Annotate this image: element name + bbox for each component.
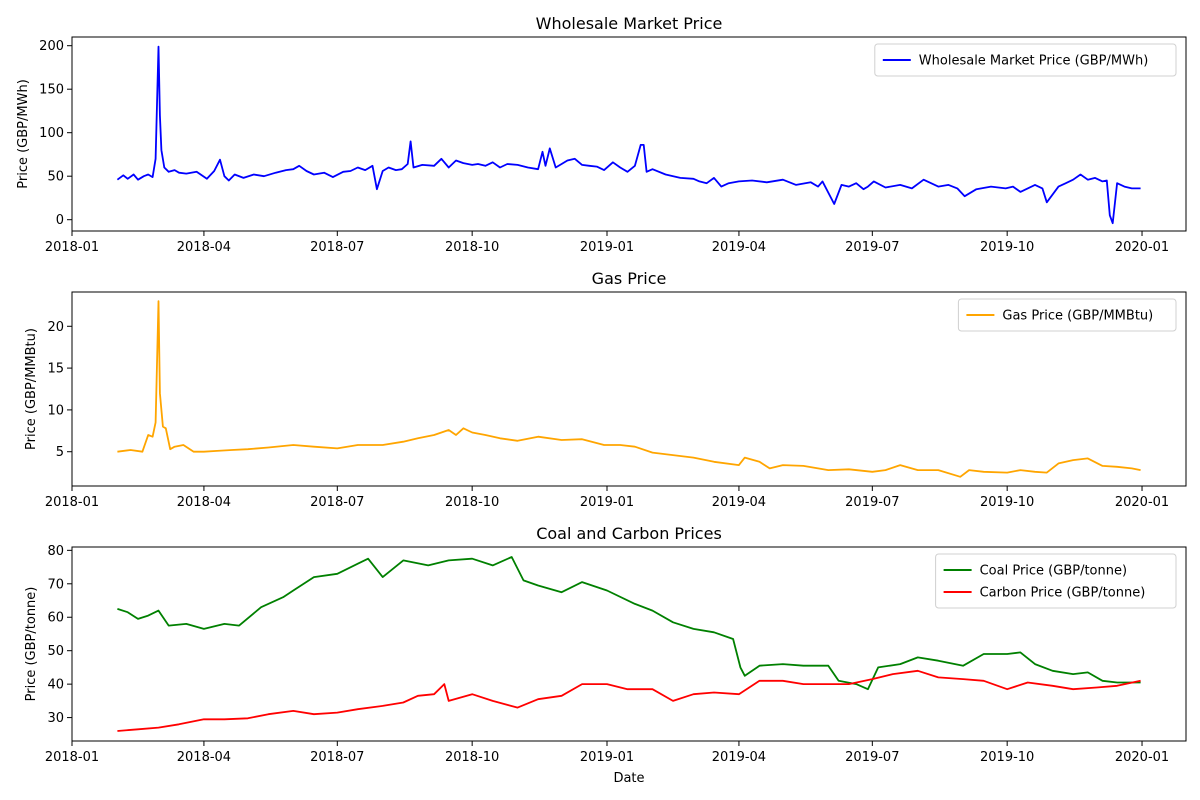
x-tick-label: 2018-10 xyxy=(445,750,499,765)
x-tick-label: 2018-01 xyxy=(45,240,99,255)
x-tick-label: 2019-10 xyxy=(980,495,1034,510)
y-axis-label: Price (GBP/MMBtu) xyxy=(24,328,39,450)
x-tick-label: 2018-07 xyxy=(310,495,364,510)
y-tick-label: 70 xyxy=(47,577,64,592)
x-tick-label: 2019-10 xyxy=(980,750,1034,765)
y-tick-label: 5 xyxy=(56,445,64,460)
x-tick-label: 2019-07 xyxy=(845,495,899,510)
plot-frame xyxy=(71,291,1187,487)
legend-entry: Gas Price (GBP/MMBtu) xyxy=(1002,309,1153,324)
y-tick-label: 150 xyxy=(39,83,64,98)
x-tick-label: 2018-10 xyxy=(445,240,499,255)
x-tick-label: 2020-01 xyxy=(1115,240,1169,255)
chart-panel-1: Wholesale Market Price 2018-01 2018-04 2018… xyxy=(16,14,1187,255)
x-tick-label: 2019-04 xyxy=(712,750,766,765)
x-tick-label: 2018-04 xyxy=(177,495,231,510)
x-tick-label: 2018-04 xyxy=(177,750,231,765)
y-axis-label: Price (GBP/tonne) xyxy=(24,587,39,702)
y-tick-label: 80 xyxy=(47,544,64,559)
x-tick-label: 2019-10 xyxy=(980,240,1034,255)
y-tick-label: 50 xyxy=(47,170,64,185)
y-tick-label: 0 xyxy=(56,213,64,228)
legend: Gas Price (GBP/MMBtu) xyxy=(957,298,1177,332)
y-axis-label: Price (GBP/MWh) xyxy=(16,79,31,189)
y-tick-label: 100 xyxy=(39,126,64,141)
x-tick-label: 2020-01 xyxy=(1115,750,1169,765)
x-tick-label: 2019-01 xyxy=(580,495,634,510)
x-tick-label: 2019-04 xyxy=(712,240,766,255)
y-tick-label: 40 xyxy=(47,678,64,693)
x-tick-label: 2018-04 xyxy=(177,240,231,255)
chart-title: Gas Price xyxy=(592,269,667,288)
y-tick-label: 60 xyxy=(47,611,64,626)
series-line-gas-price-gbp-mmbtu xyxy=(117,300,1141,478)
series-line-carbon-price-gbp-tonne xyxy=(117,669,1141,732)
y-tick-label: 10 xyxy=(47,403,64,418)
x-tick-label: 2019-04 xyxy=(712,495,766,510)
chart-panel-3: Coal and Carbon Prices 2018-01 2018-04 2018… xyxy=(24,524,1187,786)
chart-title: Coal and Carbon Prices xyxy=(536,524,722,543)
plot-frame xyxy=(71,546,1187,742)
x-tick-label: 2020-01 xyxy=(1115,495,1169,510)
x-tick-label: 2019-01 xyxy=(580,240,634,255)
y-tick-label: 200 xyxy=(39,39,64,54)
y-tick-label: 30 xyxy=(47,711,64,726)
x-tick-label: 2018-01 xyxy=(45,495,99,510)
x-tick-label: 2019-07 xyxy=(845,240,899,255)
legend-entry: Carbon Price (GBP/tonne) xyxy=(980,586,1146,601)
x-tick-label: 2019-07 xyxy=(845,750,899,765)
x-tick-label: 2018-10 xyxy=(445,495,499,510)
legend: Coal Price (GBP/tonne) Carbon Price (GBP/… xyxy=(935,553,1177,609)
legend: Wholesale Market Price (GBP/MWh) xyxy=(874,43,1177,77)
x-axis-label: Date xyxy=(613,771,644,786)
legend-box xyxy=(935,553,1177,609)
x-tick-label: 2018-07 xyxy=(310,750,364,765)
series-line-wholesale-market-price-gbp-mwh xyxy=(116,45,1141,225)
chart-title: Wholesale Market Price xyxy=(536,14,723,33)
x-tick-label: 2018-07 xyxy=(310,240,364,255)
x-tick-label: 2019-01 xyxy=(580,750,634,765)
y-tick-label: 20 xyxy=(47,320,64,335)
series-line-coal-price-gbp-tonne xyxy=(117,556,1141,691)
y-tick-label: 50 xyxy=(47,644,64,659)
legend-box xyxy=(874,43,1177,77)
y-tick-label: 15 xyxy=(47,362,64,377)
legend-entry: Coal Price (GBP/tonne) xyxy=(980,564,1127,579)
legend-entry: Wholesale Market Price (GBP/MWh) xyxy=(919,54,1148,69)
plot-frame xyxy=(71,36,1187,232)
x-tick-label: 2018-01 xyxy=(45,750,99,765)
legend-box xyxy=(957,298,1177,332)
